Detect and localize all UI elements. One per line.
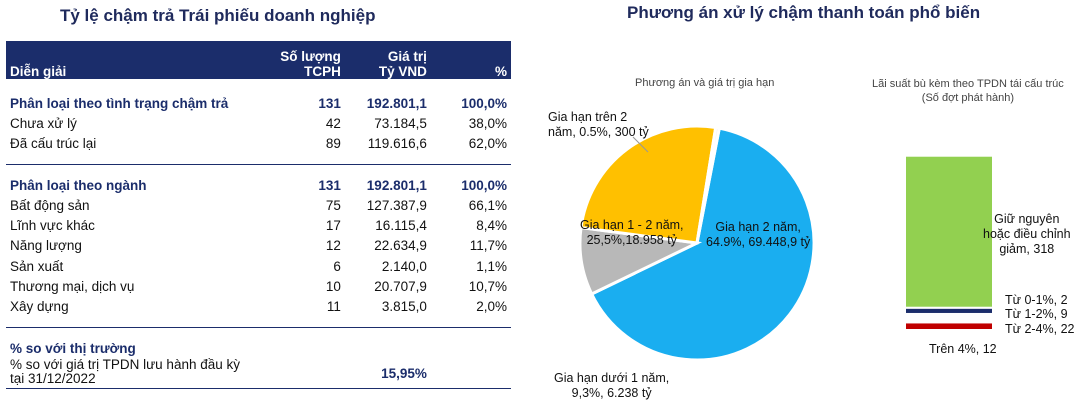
bar-subtitle: Lãi suất bù kèm theo TPDN tái cấu trúc (S… — [872, 78, 1064, 104]
pie-label-1-2yr: Gia hạn 1 - 2 năm, 25,5%,18.958 tỷ — [580, 218, 684, 247]
bar-label-over4: Trên 4%, 12 — [929, 342, 997, 356]
pie-leader-line — [632, 136, 649, 153]
table-row: Đã cấu trúc lại 89 119.616,6 62,0% — [10, 136, 507, 152]
table-header-row: Diễn giải Số lượng TCPH Giá trị Tỷ VND % — [6, 41, 511, 79]
table-row: % so với thị trường — [10, 340, 136, 356]
pie-label-over2yr: Gia hạn trên 2 năm, 0.5%, 300 tỷ — [548, 110, 649, 139]
table-row: Thương mại, dịch vụ 10 20.707,9 10,7% — [10, 279, 507, 295]
table-row: Chưa xử lý 42 73.184,5 38,0% — [10, 115, 507, 131]
table-row: % so với giá trị TPDN lưu hành đầu kỳ tại… — [6, 358, 511, 390]
table-row: Sản xuất 6 2.140,0 1,1% — [10, 258, 507, 274]
bar-label-keep: Giữ nguyên hoặc điều chỉnh giảm, 318 — [983, 212, 1071, 256]
bar-label-2-4: Từ 2-4%, 22 — [1005, 322, 1075, 336]
table-row: Phân loại theo ngành 131 192.801,1 100,0… — [10, 177, 507, 193]
table-row: Phân loại theo tình trạng chậm trả 131 1… — [10, 95, 507, 111]
table-row: Bất động sản 75 127.387,9 66,1% — [10, 197, 507, 213]
bar-segment-3 — [906, 306, 992, 309]
default-bond-table: Diễn giải Số lượng TCPH Giá trị Tỷ VND % P… — [6, 41, 511, 390]
right-title: Phương án xử lý chậm thanh toán phổ biến — [627, 3, 981, 22]
header-value: Giá trị Tỷ VND — [344, 41, 431, 79]
header-count: Số lượng TCPH — [251, 41, 345, 79]
bar-label-0-1: Từ 0-1%, 2 — [1005, 293, 1068, 307]
left-title: Tỷ lệ chậm trả Trái phiếu doanh nghiệp — [60, 6, 376, 25]
pie-label-2yr: Gia hạn 2 năm, 64.9%, 69.448,9 tỷ — [706, 220, 811, 249]
bar-segment-2 — [906, 308, 992, 313]
pie-slice-0 — [589, 126, 816, 362]
pie-slice-2 — [579, 124, 718, 245]
bar-segment-0 — [906, 323, 992, 329]
pie-slice-3 — [695, 125, 722, 244]
bar-label-1-2: Từ 1-2%, 9 — [1005, 307, 1068, 321]
table-row: Lĩnh vực khác 17 16.115,4 8,4% — [10, 218, 507, 234]
bar-segment-1 — [906, 312, 992, 324]
table-row: Năng lượng 12 22.634,9 11,7% — [10, 238, 507, 254]
pie-label-under1yr: Gia hạn dưới 1 năm, 9,3%, 6.238 tỷ — [554, 371, 670, 400]
header-pct: % — [430, 41, 511, 79]
bar-segment-4 — [906, 156, 992, 307]
header-label: Diễn giải — [6, 41, 252, 79]
table-row: Xây dựng 11 3.815,0 2,0% — [10, 299, 507, 315]
pie-subtitle: Phương án và giá trị gia hạn — [635, 77, 775, 89]
